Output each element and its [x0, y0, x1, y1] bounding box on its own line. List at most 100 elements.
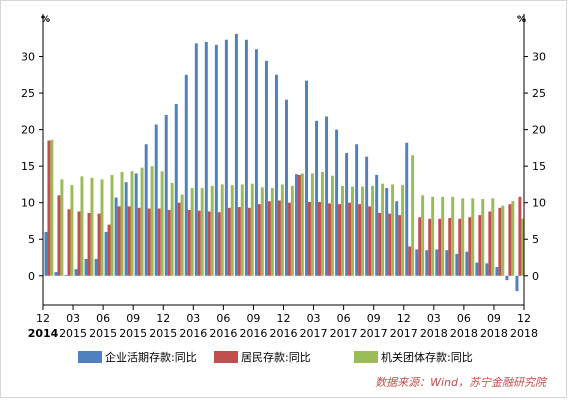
bar-s2-2 — [67, 209, 71, 276]
bar-s2-7 — [117, 206, 121, 276]
bar-s1-0 — [44, 231, 48, 276]
bar-s3-3 — [80, 176, 84, 276]
bar-s2-45 — [498, 207, 502, 276]
bar-s1-17 — [214, 44, 218, 276]
x-tick-year-2: 2015 — [89, 327, 117, 340]
x-tick-year-3: 2015 — [119, 327, 147, 340]
bar-s1-42 — [465, 251, 469, 276]
bar-s3-27 — [320, 172, 324, 276]
x-tick-month-9: 03 — [307, 312, 321, 325]
bar-s1-32 — [365, 156, 369, 276]
bar-s2-28 — [328, 203, 331, 276]
x-tick-year-12: 2017 — [390, 327, 418, 340]
bar-s3-23 — [280, 184, 284, 276]
x-tick-month-11: 09 — [367, 312, 381, 325]
bar-s2-29 — [338, 204, 341, 276]
bar-s1-4 — [84, 258, 88, 276]
bar-s2-30 — [348, 202, 352, 276]
bar-s2-8 — [127, 206, 131, 276]
bar-s1-35 — [395, 201, 399, 276]
bar-s3-22 — [270, 188, 274, 276]
bar-s3-46 — [511, 201, 515, 276]
bar-s3-17 — [220, 184, 224, 276]
bar-s3-39 — [441, 196, 445, 276]
x-tick-month-4: 12 — [156, 312, 170, 325]
bar-s3-1 — [60, 179, 64, 276]
x-tick-year-10: 2017 — [330, 327, 358, 340]
bar-s3-10 — [150, 166, 154, 276]
bar-s1-44 — [485, 263, 489, 276]
legend-swatch-enterprise — [78, 351, 102, 363]
bar-s2-43 — [478, 215, 482, 276]
x-tick-year-15: 2018 — [480, 327, 508, 340]
bar-s1-43 — [475, 262, 479, 276]
bar-s1-6 — [104, 231, 108, 276]
bar-s3-16 — [210, 185, 214, 276]
bar-s3-43 — [481, 199, 485, 276]
bar-s1-27 — [315, 120, 319, 276]
y-tick-label-right-25: 25 — [532, 87, 546, 100]
bar-s1-21 — [254, 49, 258, 276]
x-tick-month-13: 03 — [427, 312, 441, 325]
bar-s2-36 — [408, 246, 412, 276]
y-tick-label-left-5: 5 — [28, 233, 35, 246]
bar-s1-31 — [355, 144, 359, 276]
x-tick-month-1: 03 — [66, 312, 80, 325]
bar-s2-0 — [47, 140, 51, 276]
bar-s1-1 — [54, 272, 58, 276]
bar-s2-4 — [87, 212, 91, 276]
legend-label-enterprise: 企业活期存款:同比 — [105, 350, 197, 364]
y-tick-label-left-0: 0 — [28, 270, 35, 283]
x-tick-year-13: 2018 — [420, 327, 448, 340]
y-tick-label-left-15: 15 — [21, 160, 35, 173]
bar-s2-9 — [137, 207, 141, 276]
bar-s3-18 — [230, 185, 234, 276]
bar-s1-46 — [505, 275, 509, 281]
bar-s2-18 — [227, 207, 231, 276]
bar-s3-19 — [240, 184, 244, 276]
bar-s1-15 — [194, 43, 198, 276]
bar-s1-16 — [204, 41, 208, 276]
x-tick-year-8: 2016 — [270, 327, 298, 340]
bar-s1-8 — [124, 182, 128, 276]
bar-s2-47 — [518, 196, 522, 276]
bar-s1-37 — [415, 249, 419, 276]
bar-s3-37 — [421, 195, 425, 276]
x-tick-month-5: 03 — [186, 312, 200, 325]
bar-s2-35 — [398, 215, 402, 276]
bar-s2-6 — [107, 224, 111, 276]
x-tick-year-9: 2017 — [300, 327, 328, 340]
x-tick-month-2: 06 — [96, 312, 110, 325]
legend-label-household: 居民存款:同比 — [241, 350, 311, 364]
bar-s1-29 — [335, 129, 339, 276]
bar-s3-2 — [70, 185, 74, 276]
x-tick-year-16: 2018 — [510, 327, 538, 340]
legend-label-government: 机关团体存款:同比 — [381, 350, 473, 364]
bar-s3-36 — [411, 155, 415, 276]
legend-swatch-government — [354, 351, 378, 363]
bar-s2-31 — [358, 204, 362, 276]
x-tick-year-11: 2017 — [360, 327, 388, 340]
bar-s2-13 — [177, 202, 181, 276]
y-tick-label-right-0: 0 — [532, 270, 539, 283]
bar-s1-3 — [74, 269, 78, 276]
bar-s1-7 — [114, 197, 118, 276]
bar-s3-45 — [501, 205, 505, 276]
bar-s2-33 — [378, 212, 382, 276]
bar-s1-47 — [515, 275, 519, 292]
bar-s1-45 — [495, 267, 499, 276]
bar-s1-2 — [64, 275, 68, 276]
bar-s3-47 — [521, 218, 525, 276]
x-tick-year-7: 2016 — [239, 327, 267, 340]
bar-s3-5 — [100, 179, 104, 276]
bar-s3-41 — [461, 198, 465, 276]
bar-s3-0 — [50, 139, 54, 276]
bar-s2-37 — [418, 217, 422, 276]
bar-s3-20 — [250, 183, 254, 276]
bar-s2-41 — [458, 218, 462, 276]
y-tick-label-left-30: 30 — [21, 51, 35, 64]
bar-s3-30 — [351, 186, 354, 276]
bar-s2-21 — [257, 204, 261, 276]
bar-s1-28 — [325, 116, 329, 276]
